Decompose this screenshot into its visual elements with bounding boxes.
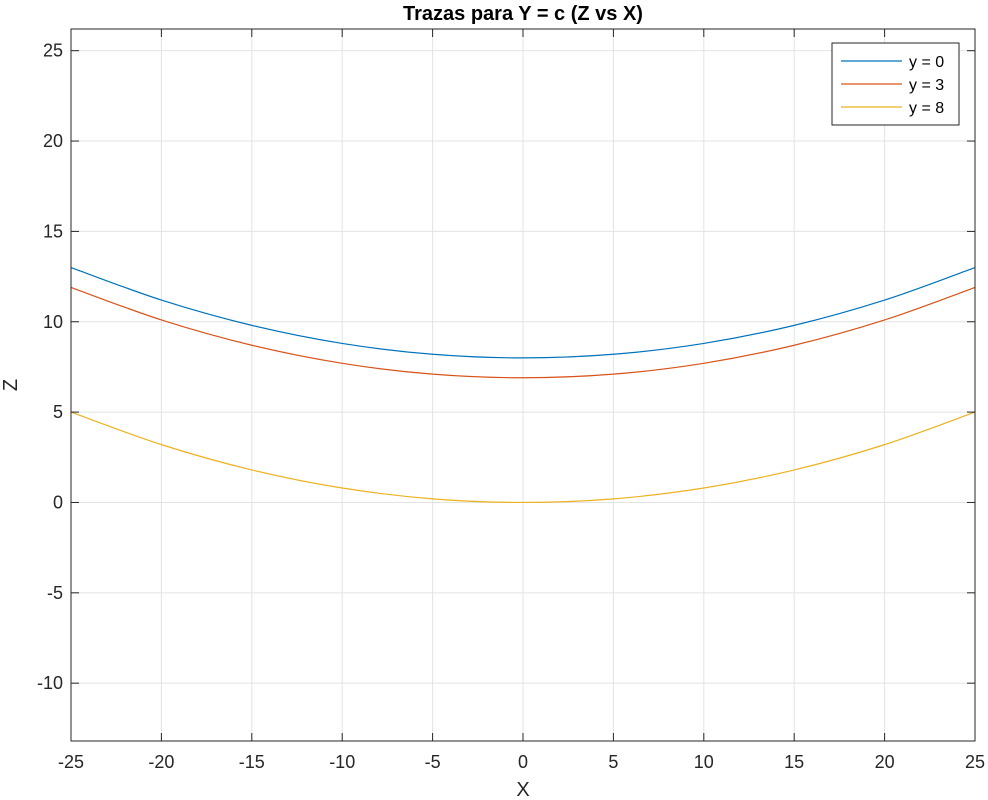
- y-axis-label: Z: [0, 379, 22, 391]
- series-layer: [70, 266, 976, 504]
- legend-label-2: y = 3: [909, 77, 944, 94]
- x-tick-label: 5: [608, 752, 618, 772]
- legend-label-1: y = 0: [909, 54, 944, 71]
- y-tick-label: 10: [43, 312, 63, 332]
- y-tick-label: 25: [43, 41, 63, 61]
- series-line-2: [70, 286, 976, 379]
- y-tick-label: 20: [43, 131, 63, 151]
- series-line-1: [70, 266, 976, 359]
- chart-title: Trazas para Y = c (Z vs X): [403, 3, 643, 25]
- y-tick-label: -5: [47, 583, 63, 603]
- x-tick-label: 15: [784, 752, 804, 772]
- x-axis-label: X: [516, 779, 529, 800]
- x-tick-label: 10: [694, 752, 714, 772]
- tick-labels: -25 -20 -15 -10 -5 0 5 10 15 20 25 -10 -5 0 5 10 15 20 25: [37, 41, 985, 772]
- legend-label-3: y = 8: [909, 100, 944, 117]
- x-tick-label: -25: [58, 752, 84, 772]
- x-tick-label: -15: [239, 752, 265, 772]
- y-tick-label: 5: [53, 402, 63, 422]
- x-tick-label: -10: [329, 752, 355, 772]
- y-tick-label: 15: [43, 221, 63, 241]
- x-tick-label: 25: [965, 752, 985, 772]
- legend: y = 0 y = 3 y = 8: [831, 42, 960, 126]
- x-tick-label: -20: [148, 752, 174, 772]
- y-tick-label: -10: [37, 673, 63, 693]
- x-tick-label: 20: [875, 752, 895, 772]
- x-tick-label: 0: [518, 752, 528, 772]
- y-tick-label: 0: [53, 492, 63, 512]
- series-line-3: [70, 411, 976, 504]
- x-tick-label: -5: [425, 752, 441, 772]
- ticks: [70, 29, 976, 741]
